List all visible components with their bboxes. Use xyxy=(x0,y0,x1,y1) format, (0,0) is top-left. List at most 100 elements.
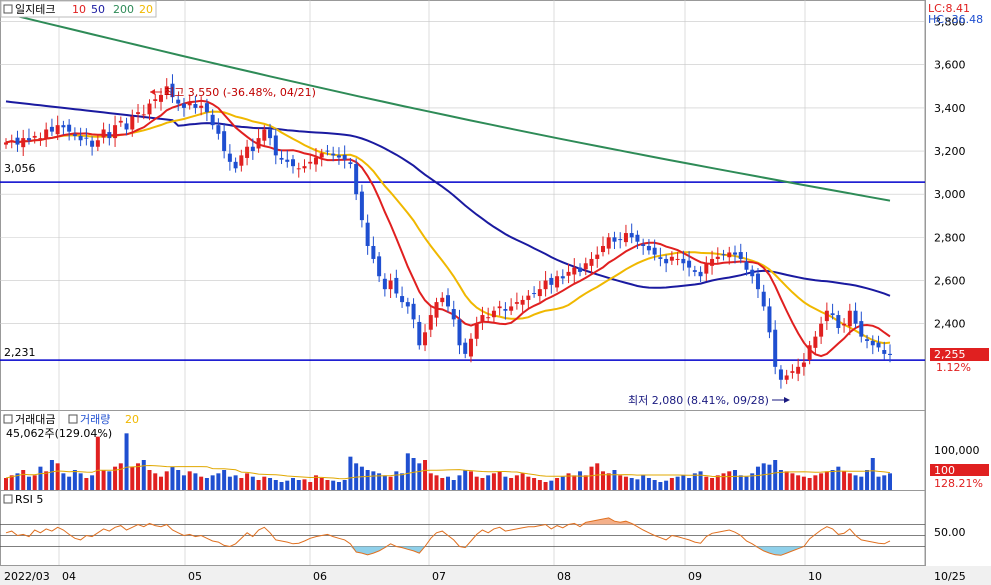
volume-bar xyxy=(847,473,852,490)
candle-body xyxy=(767,306,772,333)
candle-body xyxy=(853,310,858,324)
volume-bar xyxy=(509,478,514,490)
candle-body xyxy=(107,132,112,139)
volume-bar xyxy=(250,476,255,490)
volume-bar xyxy=(170,466,175,490)
candle-body xyxy=(4,142,8,145)
volume-bar xyxy=(468,471,473,490)
volume-bar xyxy=(773,460,778,490)
volume-bar xyxy=(359,466,364,490)
volume-bar xyxy=(210,475,215,490)
price-axis-label: 3,200 xyxy=(934,145,966,158)
candle-body xyxy=(870,340,875,346)
volume-bar xyxy=(520,473,525,490)
volume-bar xyxy=(491,473,496,490)
volume-bar xyxy=(49,460,54,490)
volume-bar xyxy=(859,476,864,490)
volume-bar xyxy=(15,473,20,490)
candle-body xyxy=(784,375,789,380)
volume-bar xyxy=(428,473,433,490)
volume-bar xyxy=(365,470,370,490)
candle-body xyxy=(595,254,600,259)
volume-bar xyxy=(675,476,680,490)
candle-body xyxy=(417,321,422,346)
volume-bar xyxy=(733,470,738,490)
volume-bar xyxy=(176,470,181,490)
volume-bar xyxy=(204,478,209,490)
candle-body xyxy=(865,339,870,341)
rsi-toggle-icon[interactable] xyxy=(3,494,13,504)
volume-bar xyxy=(440,478,445,490)
candle-body xyxy=(589,258,594,266)
current-pct-label: 1.12% xyxy=(936,361,971,374)
volume-bar xyxy=(824,471,829,490)
candle-body xyxy=(72,134,77,136)
candle-body xyxy=(658,257,663,259)
volume-bar xyxy=(158,476,163,490)
candle-body xyxy=(537,289,542,297)
vol-toggle-icon-2[interactable] xyxy=(68,414,78,424)
candle-body xyxy=(15,137,20,145)
candle-body xyxy=(405,302,410,307)
candle-body xyxy=(572,267,577,275)
volume-bar xyxy=(755,466,760,490)
candle-body xyxy=(606,237,611,249)
candle-body xyxy=(721,254,726,256)
vol-legend-ma: 20 xyxy=(125,413,139,426)
candle-body xyxy=(434,302,439,318)
candle-body xyxy=(411,303,416,320)
volume-bar xyxy=(256,480,261,490)
candle-body xyxy=(600,246,605,253)
candle-body xyxy=(268,129,273,139)
candle-body xyxy=(578,267,583,272)
volume-bar xyxy=(285,480,290,490)
candle-body xyxy=(474,323,479,339)
volume-bar xyxy=(55,463,60,490)
legend-toggle-icon[interactable] xyxy=(3,4,13,14)
axes: 3,800 3,600 3,400 3,200 3,000 2,800 2,600 2,400… xyxy=(4,16,966,583)
candle-body xyxy=(181,103,186,108)
candle-body xyxy=(612,237,617,242)
volume-bar xyxy=(704,476,709,490)
candle-body xyxy=(325,150,330,152)
vol-toggle-icon-1[interactable] xyxy=(3,414,13,424)
candle-body xyxy=(26,138,31,141)
candle-body xyxy=(308,161,313,164)
vol-axis-label: 100,000 xyxy=(934,444,980,457)
volume-bar xyxy=(193,473,198,490)
x-axis-band xyxy=(0,566,991,585)
current-price-badge xyxy=(930,348,989,361)
vol-legend-volume: 거래량 xyxy=(80,413,110,426)
volume-bar xyxy=(405,453,410,490)
svg-text:최저 2,080 (8.41%, 09/28): 최저 2,080 (8.41%, 09/28) xyxy=(628,394,769,407)
candle-body xyxy=(704,263,709,274)
volume-bar xyxy=(9,475,14,490)
volume-bar xyxy=(560,476,565,490)
volume-bar xyxy=(549,480,554,490)
candle-body xyxy=(503,309,508,311)
candle-body xyxy=(359,191,364,221)
candle-body xyxy=(859,321,864,337)
volume-bar xyxy=(308,482,313,490)
candle-body xyxy=(618,239,623,241)
candle-body xyxy=(480,315,485,322)
candle-body xyxy=(124,123,129,130)
candle-body xyxy=(778,369,783,380)
candle-body xyxy=(365,222,370,246)
candle-body xyxy=(204,103,209,113)
candle-body xyxy=(543,280,548,290)
hc-label: HC:-36.48 xyxy=(928,13,983,26)
volume-bar xyxy=(583,475,588,490)
candle-body xyxy=(342,154,347,160)
x-axis-label: 2022/03 xyxy=(4,570,50,583)
candle-body xyxy=(136,112,141,114)
volume-bar xyxy=(572,475,577,490)
candlesticks[interactable] xyxy=(4,74,892,389)
candle-body xyxy=(302,166,307,169)
volume-bar xyxy=(78,473,83,490)
volume-bar xyxy=(480,478,485,490)
volume-bar xyxy=(377,473,382,490)
rsi-line xyxy=(0,517,925,556)
candle-body xyxy=(193,104,198,108)
